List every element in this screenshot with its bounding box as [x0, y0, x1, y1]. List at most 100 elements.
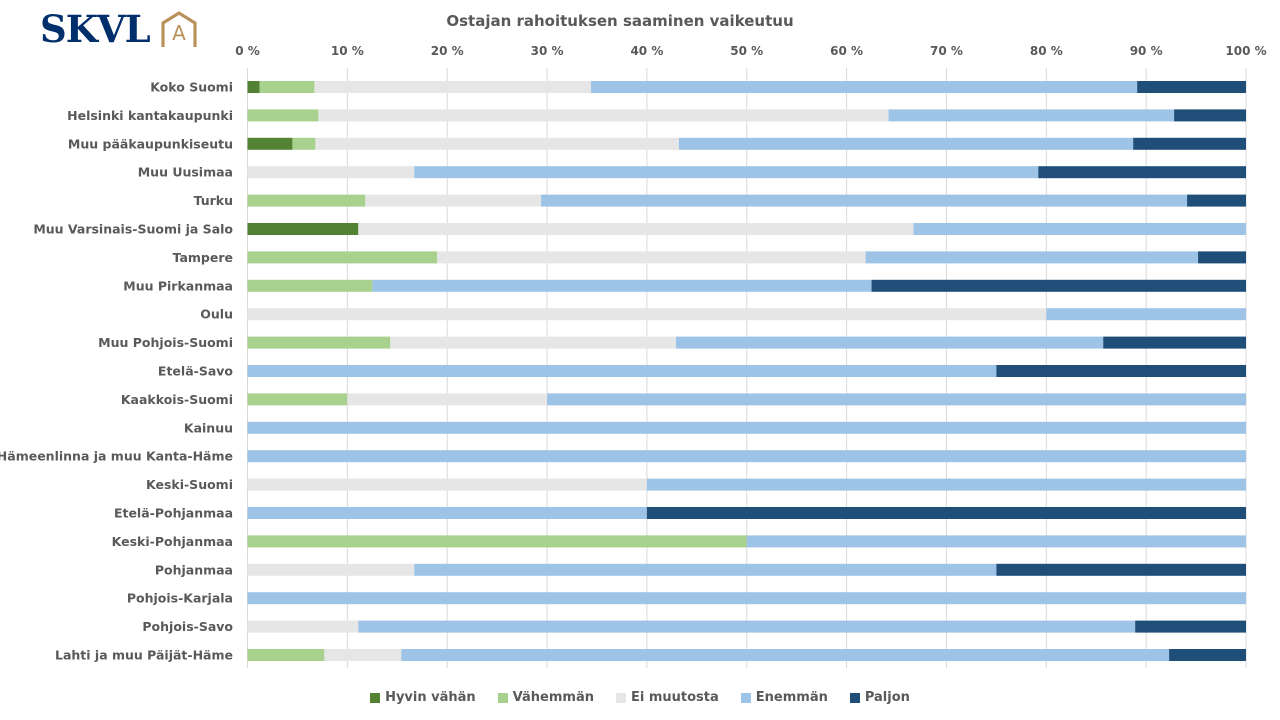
bar-segment-paljon — [1137, 81, 1246, 93]
bar-segment-hyvin-vahan — [247, 223, 359, 235]
legend-item: Ei muutosta — [615, 690, 719, 705]
bar-segment-enemman — [414, 166, 1039, 179]
bar-segment-hyvin-vahan — [247, 81, 260, 93]
category-label: Pohjois-Savo — [142, 619, 233, 634]
category-label: Muu pääkaupunkiseutu — [68, 136, 233, 151]
bar-segment-enemman — [675, 336, 1104, 349]
bars — [247, 81, 1246, 661]
legend-swatch — [615, 692, 626, 703]
x-axis-ticks: 0 % 10 % 20 % 30 % 40 % 50 % 60 % 70 % 80 % 90 % 1… — [235, 44, 1266, 58]
bar-segment-paljon — [1174, 109, 1246, 122]
category-label: Pohjois-Karjala — [127, 591, 233, 606]
bar-segment-vahemman — [247, 279, 373, 292]
bar-segment-enemman — [678, 137, 1134, 150]
category-label: Muu Uusimaa — [138, 165, 233, 180]
legend-swatch — [849, 692, 860, 703]
bar-segment-enemman — [1046, 308, 1246, 321]
bar-segment-ei-muutosta — [315, 137, 679, 150]
bar-segment-ei-muutosta — [347, 393, 548, 406]
bar-segment-enemman — [746, 535, 1246, 548]
bar-segment-enemman — [247, 507, 647, 519]
x-tick-label: 50 % — [730, 44, 763, 58]
bar-segment-paljon — [1135, 620, 1246, 633]
legend-label: Hyvin vähän — [385, 690, 476, 705]
bar-segment-vahemman — [247, 194, 366, 207]
legend-item: Paljon — [849, 690, 910, 705]
category-label: Muu Varsinais-Suomi ja Salo — [33, 222, 233, 237]
x-tick-label: 60 % — [830, 44, 863, 58]
category-label: Koko Suomi — [150, 80, 233, 95]
bar-segment-ei-muutosta — [437, 251, 866, 264]
category-label: Kaakkois-Suomi — [121, 392, 233, 407]
bar-segment-paljon — [996, 563, 1246, 576]
bar-segment-ei-muutosta — [247, 166, 415, 179]
bar-segment-ei-muutosta — [247, 620, 359, 633]
category-label: Tampere — [173, 250, 233, 265]
bar-segment-vahemman — [247, 393, 348, 406]
bar-segment-paljon — [1103, 336, 1246, 349]
logo-mark: A — [172, 21, 186, 45]
bar-segment-enemman — [247, 365, 997, 377]
bar-segment-vahemman — [247, 336, 391, 349]
bar-segment-enemman — [247, 421, 1246, 434]
legend-label: Enemmän — [755, 690, 828, 705]
category-label: Oulu — [200, 307, 233, 322]
category-label: Helsinki kantakaupunki — [67, 108, 233, 123]
bar-segment-paljon — [871, 279, 1246, 292]
bar-segment-enemman — [358, 620, 1136, 633]
bar-segment-enemman — [590, 81, 1138, 93]
bar-segment-paljon — [646, 507, 1246, 519]
category-labels: Koko Suomi Helsinki kantakaupunki Muu pääk… — [0, 80, 233, 663]
bar-segment-enemman — [913, 223, 1246, 235]
bar-segment-paljon — [1198, 251, 1246, 264]
category-label: Keski-Suomi — [146, 477, 233, 492]
x-tick-label: 10 % — [331, 44, 364, 58]
bar-segment-vahemman — [247, 109, 319, 122]
bar-segment-vahemman — [247, 251, 438, 264]
bar-segment-vahemman — [292, 137, 316, 150]
category-label: Turku — [194, 193, 233, 208]
bar-segment-paljon — [1038, 166, 1246, 179]
bar-segment-enemman — [247, 450, 1246, 463]
legend: Hyvin vähän Vähemmän Ei muutosta Enemmän Pal… — [0, 690, 1280, 705]
bar-segment-vahemman — [247, 535, 747, 548]
x-tick-label: 30 % — [531, 44, 564, 58]
legend-item: Vähemmän — [497, 690, 594, 705]
bar-segment-enemman — [865, 251, 1199, 264]
bar-segment-ei-muutosta — [365, 194, 542, 207]
bar-segment-ei-muutosta — [247, 308, 1047, 321]
bar-segment-enemman — [414, 563, 997, 576]
x-tick-label: 70 % — [930, 44, 963, 58]
logo-house-icon: A — [161, 11, 197, 47]
x-tick-label: 90 % — [1130, 44, 1163, 58]
stacked-bar-chart: 0 % 10 % 20 % 30 % 40 % 50 % 60 % 70 % 80 % 90 % 1… — [0, 44, 1267, 668]
bar-segment-ei-muutosta — [358, 223, 914, 235]
bar-segment-paljon — [996, 365, 1246, 377]
category-label: Lahti ja muu Päijät-Häme — [55, 648, 233, 663]
chart-title-text: Ostajan rahoituksen saaminen vaikeutuu — [446, 12, 794, 30]
skvl-logo: SKVL A — [40, 8, 200, 50]
x-tick-label: 100 % — [1225, 44, 1266, 58]
bar-segment-enemman — [888, 109, 1175, 122]
bar-segment-enemman — [646, 478, 1246, 491]
x-tick-label: 80 % — [1030, 44, 1063, 58]
category-label: Pohjanmaa — [155, 562, 233, 577]
legend-label: Vähemmän — [512, 690, 594, 705]
bar-segment-ei-muutosta — [247, 478, 647, 491]
bar-segment-ei-muutosta — [324, 649, 402, 661]
legend-item: Enemmän — [740, 690, 828, 705]
bar-segment-paljon — [1133, 137, 1246, 150]
bar-segment-ei-muutosta — [390, 336, 676, 349]
x-tick-label: 20 % — [431, 44, 464, 58]
category-label: Etelä-Pohjanmaa — [114, 506, 233, 521]
legend-swatch — [497, 692, 508, 703]
legend-label: Ei muutosta — [630, 690, 719, 705]
bar-segment-hyvin-vahan — [247, 137, 293, 150]
bar-segment-vahemman — [259, 81, 315, 93]
category-label: Muu Pohjois-Suomi — [98, 335, 233, 350]
bar-segment-paljon — [1187, 194, 1246, 207]
category-label: Kainuu — [184, 420, 233, 435]
bar-segment-vahemman — [247, 649, 325, 661]
bar-segment-ei-muutosta — [318, 109, 889, 122]
bar-segment-enemman — [541, 194, 1188, 207]
